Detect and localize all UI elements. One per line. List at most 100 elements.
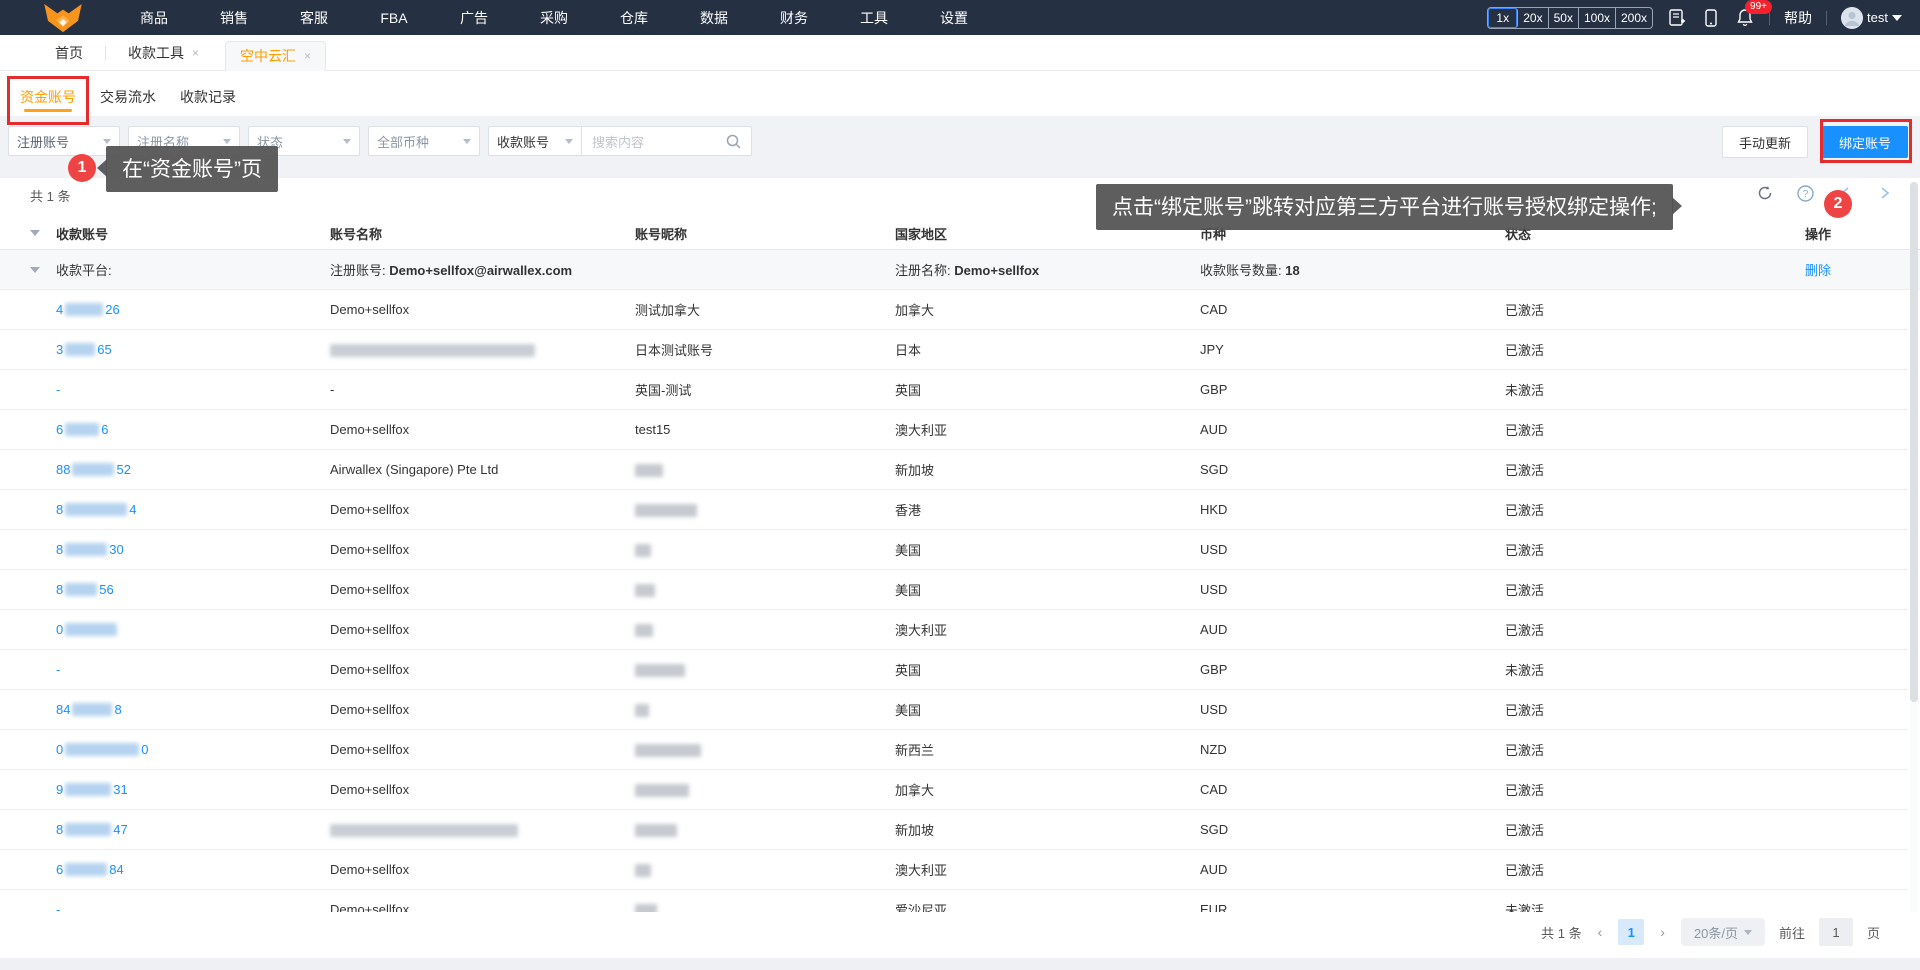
account-number-link[interactable]: 8 30 (56, 542, 330, 557)
account-number-link[interactable]: 8 56 (56, 582, 330, 597)
account-name: Demo+sellfox (330, 662, 410, 677)
filter-dropdown-注册账号[interactable]: 注册账号 (8, 126, 120, 156)
redacted-name (330, 344, 535, 358)
vertical-scrollbar[interactable] (1910, 182, 1918, 922)
search-category-select[interactable]: 收款账号 (488, 126, 582, 156)
nav-item-工具[interactable]: 工具 (860, 9, 888, 26)
account-number-link[interactable]: 6 84 (56, 862, 330, 877)
help-circle-icon[interactable]: ? (1796, 184, 1814, 202)
col-header-status: 状态 (1505, 226, 1532, 242)
tab-首页[interactable]: 首页 (55, 43, 83, 63)
redacted-nickname (635, 704, 649, 718)
close-icon[interactable]: × (304, 49, 312, 63)
billing-doc-icon[interactable] (1667, 8, 1687, 28)
currency: GBP (1200, 662, 1228, 677)
prev-page-icon[interactable]: ‹ (1597, 924, 1603, 940)
page-number-button[interactable]: 1 (1618, 919, 1645, 945)
currency: USD (1200, 702, 1228, 717)
redacted-nickname (635, 744, 701, 758)
account-prefix: 9 (56, 782, 64, 797)
col-header-name: 账号名称 (330, 226, 383, 242)
manual-update-button[interactable]: 手动更新 (1721, 126, 1808, 158)
nav-item-销售[interactable]: 销售 (220, 9, 248, 26)
zoom-button-20x[interactable]: 20x (1518, 7, 1549, 28)
status: 已激活 (1505, 503, 1545, 518)
collapse-right-icon[interactable] (1876, 184, 1894, 202)
account-prefix: 8 (56, 542, 64, 557)
registered-account: 注册账号: Demo+sellfox@airwallex.com (330, 263, 573, 278)
account-number-link[interactable]: 88 52 (56, 462, 330, 477)
account-number-link[interactable]: 9 31 (56, 782, 330, 797)
filter-dropdown-全部币种[interactable]: 全部币种 (368, 126, 480, 156)
tab-空中云汇[interactable]: 空中云汇 × (225, 40, 327, 71)
col-header-country: 国家地区 (895, 226, 948, 242)
bind-account-button[interactable]: 绑定账号 (1821, 126, 1908, 158)
account-number-link[interactable]: - (56, 382, 330, 397)
nav-item-客服[interactable]: 客服 (300, 9, 328, 26)
zoom-button-200x[interactable]: 200x (1621, 10, 1648, 25)
account-name: Demo+sellfox (330, 502, 410, 517)
nav-item-商品[interactable]: 商品 (140, 9, 168, 26)
account-number-link[interactable]: 0 (56, 622, 330, 637)
account-suffix: 56 (99, 582, 114, 597)
status: 未激活 (1505, 663, 1545, 678)
account-prefix: 6 (56, 862, 64, 877)
country: 澳大利亚 (895, 623, 948, 638)
nav-item-采购[interactable]: 采购 (540, 9, 568, 26)
account-nickname (635, 822, 895, 838)
nav-item-仓库[interactable]: 仓库 (620, 9, 648, 26)
scrollbar-thumb[interactable] (1910, 182, 1918, 702)
nav-item-数据[interactable]: 数据 (700, 9, 728, 26)
sub-tabbar: 资金账号 交易流水 收款记录 (0, 71, 1920, 116)
account-prefix: 88 (56, 462, 71, 477)
account-name (330, 342, 635, 358)
subtab-资金账号[interactable]: 资金账号 (20, 71, 76, 116)
search-icon (726, 134, 741, 149)
account-number-link[interactable]: 8 47 (56, 822, 330, 837)
col-header-account[interactable]: 收款账号 (56, 226, 109, 242)
mobile-app-icon[interactable] (1701, 8, 1721, 28)
chevron-down-icon (463, 138, 471, 144)
tab-收款工具[interactable]: 收款工具 × (128, 43, 199, 63)
account-number-link[interactable]: 3 65 (56, 342, 330, 357)
currency: CAD (1200, 302, 1228, 317)
nav-item-FBA[interactable]: FBA (380, 9, 408, 26)
account-number-link[interactable]: - (56, 662, 330, 677)
refresh-icon[interactable] (1756, 184, 1774, 202)
nav-item-广告[interactable]: 广告 (460, 9, 488, 26)
account-number-link[interactable]: 4 26 (56, 302, 330, 317)
notification-bell-icon[interactable]: 99+ (1735, 0, 1772, 28)
account-suffix: 47 (113, 822, 128, 837)
account-nickname (635, 702, 895, 718)
country: 加拿大 (895, 303, 935, 318)
nav-item-财务[interactable]: 财务 (780, 9, 808, 26)
redacted-nickname (635, 624, 653, 638)
collapse-all-icon[interactable] (30, 230, 40, 236)
search-input[interactable]: 搜索内容 (582, 126, 752, 156)
help-link[interactable]: 帮助 (1784, 9, 1813, 26)
zoom-button-100x[interactable]: 100x (1579, 7, 1616, 28)
nav-item-设置[interactable]: 设置 (940, 9, 968, 26)
subtab-收款记录[interactable]: 收款记录 (180, 89, 236, 105)
user-menu[interactable]: test (1841, 6, 1902, 29)
zoom-level-group: 1x 20x 50x 100x 200x (1487, 6, 1654, 29)
close-icon[interactable]: × (192, 45, 200, 60)
delete-link[interactable]: 删除 (1805, 263, 1832, 278)
status: 已激活 (1505, 343, 1545, 358)
goto-page-input[interactable]: 1 (1818, 918, 1853, 946)
zoom-button-1x[interactable]: 1x (1488, 7, 1519, 28)
account-name: Demo+sellfox (330, 542, 410, 557)
zoom-button-50x[interactable]: 50x (1549, 7, 1579, 28)
chevron-down-icon (103, 138, 111, 144)
country: 新加坡 (895, 823, 935, 838)
account-number-link[interactable]: - (56, 902, 330, 917)
redacted-account (65, 823, 112, 836)
subtab-交易流水[interactable]: 交易流水 (100, 89, 156, 105)
next-page-icon[interactable]: › (1660, 924, 1665, 940)
account-number-link[interactable]: 84 8 (56, 702, 330, 717)
page-size-select[interactable]: 20条/页 (1680, 918, 1765, 946)
collapse-group-icon[interactable] (30, 266, 40, 273)
